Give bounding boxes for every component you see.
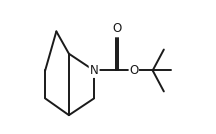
Text: N: N — [90, 64, 98, 77]
Text: O: O — [129, 64, 138, 77]
Text: O: O — [112, 22, 122, 35]
